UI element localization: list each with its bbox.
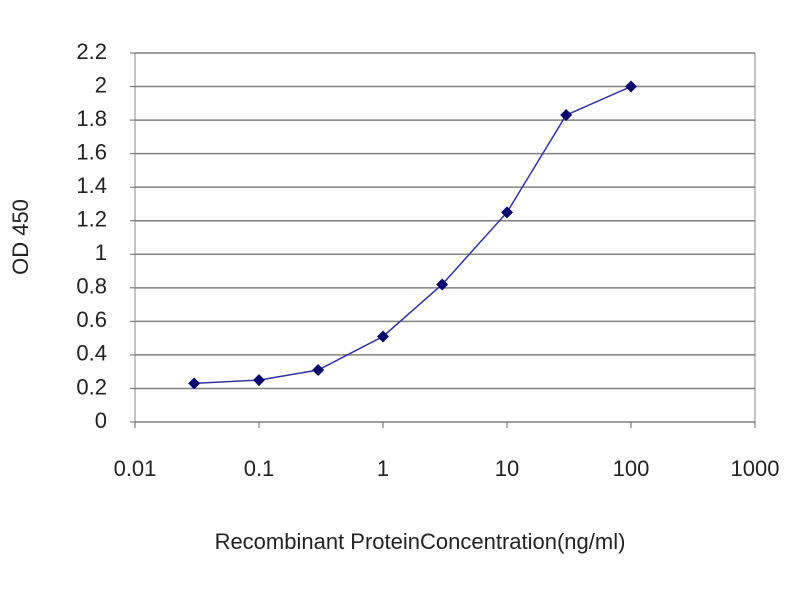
x-tick-label: 1000 — [731, 456, 780, 481]
x-tick-label: 10 — [495, 456, 519, 481]
data-point — [377, 330, 389, 343]
data-point — [625, 80, 637, 93]
x-tick-label: 0.1 — [244, 456, 275, 481]
y-tick-label: 0 — [95, 408, 107, 433]
y-tick-label: 1.6 — [76, 139, 107, 164]
y-tick-label: 0.2 — [76, 374, 107, 399]
y-tick-label: 0.4 — [76, 341, 107, 366]
y-tick-label: 1.2 — [76, 207, 107, 232]
data-point — [188, 377, 201, 390]
y-axis-label: OD 450 — [8, 199, 33, 275]
x-tick-label: 1 — [377, 456, 389, 481]
x-tick-label: 0.01 — [114, 456, 157, 481]
y-tick-label: 2 — [95, 72, 107, 97]
y-tick-label: 1.4 — [76, 173, 107, 198]
x-tick-label: 100 — [613, 456, 650, 481]
data-point — [312, 364, 325, 377]
y-tick-label: 1.8 — [76, 106, 107, 131]
data-line — [194, 85, 632, 385]
y-tick-label: 0.8 — [76, 274, 107, 299]
x-axis-label: Recombinant ProteinConcentration(ng/ml) — [215, 529, 626, 554]
data-point — [253, 374, 265, 387]
y-tick-label: 2.2 — [76, 39, 107, 64]
data-point — [436, 278, 449, 291]
y-tick-label: 0.6 — [76, 307, 107, 332]
data-point — [560, 109, 573, 122]
plot-area — [134, 52, 756, 423]
data-point — [501, 206, 513, 219]
y-tick-label: 1 — [95, 240, 107, 265]
